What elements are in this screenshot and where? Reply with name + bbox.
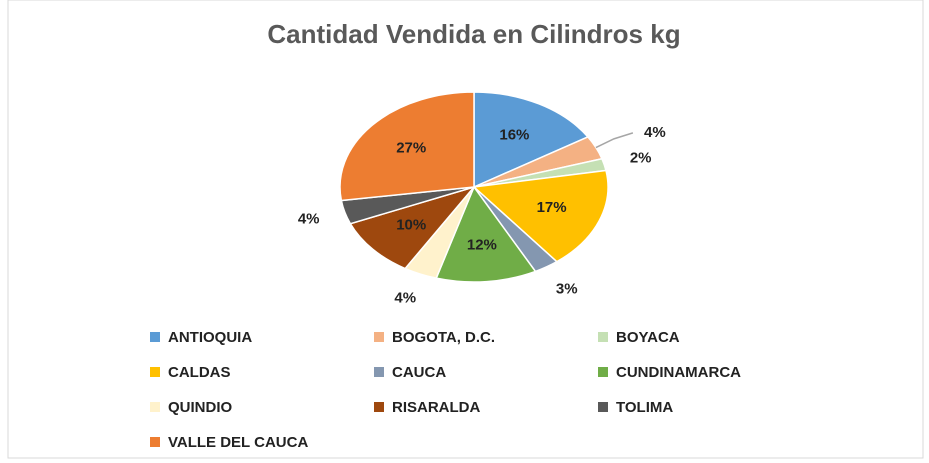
legend-swatch (150, 402, 160, 412)
legend-swatch (150, 367, 160, 377)
legend-label: TOLIMA (616, 399, 673, 416)
data-label: 2% (630, 149, 652, 166)
pie-slice (473, 91, 590, 189)
chart-title: Cantidad Vendida en Cilindros kg (267, 19, 680, 49)
pie-slice (472, 169, 609, 263)
legend-label: CALDAS (168, 364, 231, 381)
legend-label: RISARALDA (392, 399, 480, 416)
legend-swatch (374, 367, 384, 377)
legend-swatch (150, 437, 160, 447)
data-label: 3% (556, 280, 578, 297)
legend-label: ANTIOQUIA (168, 329, 252, 346)
legend-label: QUINDIO (168, 399, 233, 416)
legend-label: BOGOTA, D.C. (392, 329, 495, 346)
data-label: 16% (499, 126, 529, 143)
legend-label: VALLE DEL CAUCA (168, 434, 308, 451)
legend-swatch (374, 402, 384, 412)
legend-swatch (598, 332, 608, 342)
legend-label: CAUCA (392, 364, 446, 381)
legend-swatch (598, 402, 608, 412)
data-label: 27% (396, 139, 426, 156)
data-label: 4% (644, 124, 666, 141)
legend-swatch (374, 332, 384, 342)
legend-label: CUNDINAMARCA (616, 364, 741, 381)
pie-slice (435, 185, 537, 283)
data-label: 12% (467, 237, 497, 254)
legend-label: BOYACA (616, 329, 680, 346)
data-label: 10% (396, 217, 426, 234)
leader-line (595, 132, 634, 149)
legend-swatch (150, 332, 160, 342)
pie-slice (349, 185, 477, 270)
data-label: 17% (537, 199, 567, 216)
data-label: 4% (298, 210, 320, 227)
data-label: 4% (394, 289, 416, 306)
legend-swatch (598, 367, 608, 377)
pie-slice (339, 91, 475, 202)
